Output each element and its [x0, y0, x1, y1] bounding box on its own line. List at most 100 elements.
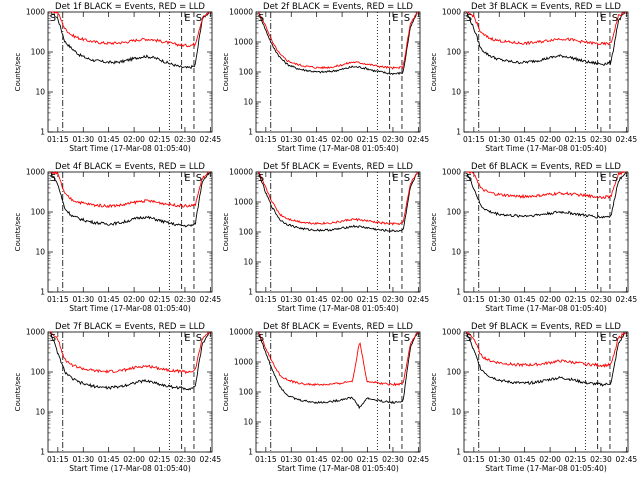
y-tick-label: 1 [456, 288, 461, 297]
y-tick-label: 10 [35, 88, 45, 97]
x-tick-label: 02:30 [174, 455, 196, 464]
events-series [258, 331, 418, 410]
y-tick-label: 1000 [234, 358, 253, 367]
x-tick-label: 01:15 [255, 135, 277, 144]
x-tick-label: 02:30 [382, 455, 404, 464]
lld-series [50, 170, 210, 209]
x-tick-label: 02:45 [408, 295, 430, 304]
y-tick-label: 1 [40, 448, 45, 457]
x-tick-label: 01:45 [98, 295, 120, 304]
x-tick-label: 02:00 [123, 455, 145, 464]
x-tick-label: 02:45 [616, 295, 638, 304]
event-marker: S [258, 173, 264, 184]
event-marker: E [392, 13, 398, 24]
y-tick-label: 1 [40, 128, 45, 137]
y-tick-label: 1000 [442, 328, 461, 337]
event-marker: S [466, 173, 472, 184]
y-tick-label: 100 [239, 388, 254, 397]
y-tick-label: 10000 [229, 8, 253, 17]
y-tick-label: 1 [248, 288, 253, 297]
events-series [258, 171, 418, 233]
chart-title: Det 8f BLACK = Events, RED = LLD [263, 322, 413, 332]
y-tick-label: 100 [447, 48, 462, 57]
x-axis-label: Start Time (17-Mar-08 01:05:40) [277, 464, 399, 473]
y-axis-label: Counts/sec [14, 373, 22, 412]
x-tick-label: 01:45 [98, 135, 120, 144]
chart-panel-7: Det 7f BLACK = Events, RED = LLD 1 10 100 10… [14, 322, 221, 473]
x-tick-label: 02:30 [590, 455, 612, 464]
x-tick-label: 01:45 [514, 455, 536, 464]
x-axis-label: Start Time (17-Mar-08 01:05:40) [69, 464, 191, 473]
y-tick-label: 10 [35, 408, 45, 417]
x-tick-label: 02:00 [539, 135, 561, 144]
plot-frame [255, 331, 421, 453]
x-tick-label: 01:30 [488, 455, 510, 464]
chart-panel-1: Det 1f BLACK = Events, RED = LLD 1 10 100 10… [14, 2, 221, 153]
x-tick-label: 02:00 [539, 295, 561, 304]
x-tick-label: 01:15 [47, 295, 69, 304]
x-tick-label: 01:30 [280, 295, 302, 304]
event-marker: S [612, 333, 618, 344]
event-marker: E [600, 13, 606, 24]
y-tick-label: 100 [239, 68, 254, 77]
x-tick-label: 02:15 [565, 295, 587, 304]
x-tick-label: 01:15 [463, 135, 485, 144]
chart-panel-5: Det 5f BLACK = Events, RED = LLD 1 10 100 10… [222, 162, 429, 313]
y-tick-label: 10000 [229, 168, 253, 177]
x-tick-label: 02:00 [331, 135, 353, 144]
y-tick-label: 1 [248, 128, 253, 137]
event-marker: S [612, 13, 618, 24]
x-tick-label: 02:30 [382, 295, 404, 304]
x-axis-label: Start Time (17-Mar-08 01:05:40) [69, 304, 191, 313]
x-tick-label: 02:15 [357, 455, 379, 464]
x-tick-label: 02:15 [565, 135, 587, 144]
x-tick-label: 02:00 [123, 135, 145, 144]
event-marker: S [404, 173, 410, 184]
y-tick-label: 1000 [442, 168, 461, 177]
y-tick-label: 10 [243, 258, 253, 267]
event-marker: S [404, 13, 410, 24]
event-marker: S [50, 173, 56, 184]
event-marker: S [612, 173, 618, 184]
y-tick-label: 1 [248, 448, 253, 457]
x-tick-label: 01:30 [72, 295, 94, 304]
lld-series [258, 171, 418, 226]
x-tick-label: 01:30 [280, 455, 302, 464]
chart-panel-6: Det 6f BLACK = Events, RED = LLD 1 10 100 10… [430, 162, 637, 313]
events-series [50, 11, 210, 70]
event-marker: E [184, 13, 190, 24]
y-tick-label: 1000 [26, 328, 45, 337]
x-tick-label: 02:15 [149, 295, 171, 304]
y-tick-label: 100 [447, 368, 462, 377]
event-marker: E [184, 333, 190, 344]
y-tick-label: 10 [243, 418, 253, 427]
plot-frame [463, 171, 629, 293]
y-axis-label: Counts/sec [222, 373, 230, 412]
x-tick-label: 02:30 [174, 135, 196, 144]
x-tick-label: 01:15 [47, 135, 69, 144]
x-axis-label: Start Time (17-Mar-08 01:05:40) [485, 464, 607, 473]
chart-title: Det 6f BLACK = Events, RED = LLD [471, 162, 621, 172]
x-tick-label: 01:45 [98, 455, 120, 464]
x-tick-label: 02:30 [590, 295, 612, 304]
y-tick-label: 10 [451, 408, 461, 417]
plot-frame [463, 331, 629, 453]
chart-title: Det 2f BLACK = Events, RED = LLD [263, 2, 413, 12]
event-marker: E [184, 173, 190, 184]
chart-title: Det 3f BLACK = Events, RED = LLD [471, 2, 621, 12]
y-tick-label: 10 [35, 248, 45, 257]
y-tick-label: 100 [31, 48, 46, 57]
x-axis-label: Start Time (17-Mar-08 01:05:40) [485, 144, 607, 153]
x-tick-label: 02:30 [590, 135, 612, 144]
chart-title: Det 1f BLACK = Events, RED = LLD [55, 2, 205, 12]
event-marker: S [50, 333, 56, 344]
x-tick-label: 02:15 [357, 295, 379, 304]
x-tick-label: 01:45 [306, 135, 328, 144]
lld-series [466, 11, 626, 46]
y-tick-label: 1 [456, 448, 461, 457]
x-tick-label: 01:15 [47, 455, 69, 464]
y-tick-label: 100 [31, 368, 46, 377]
chart-title: Det 4f BLACK = Events, RED = LLD [55, 162, 205, 172]
y-tick-label: 100 [447, 208, 462, 217]
